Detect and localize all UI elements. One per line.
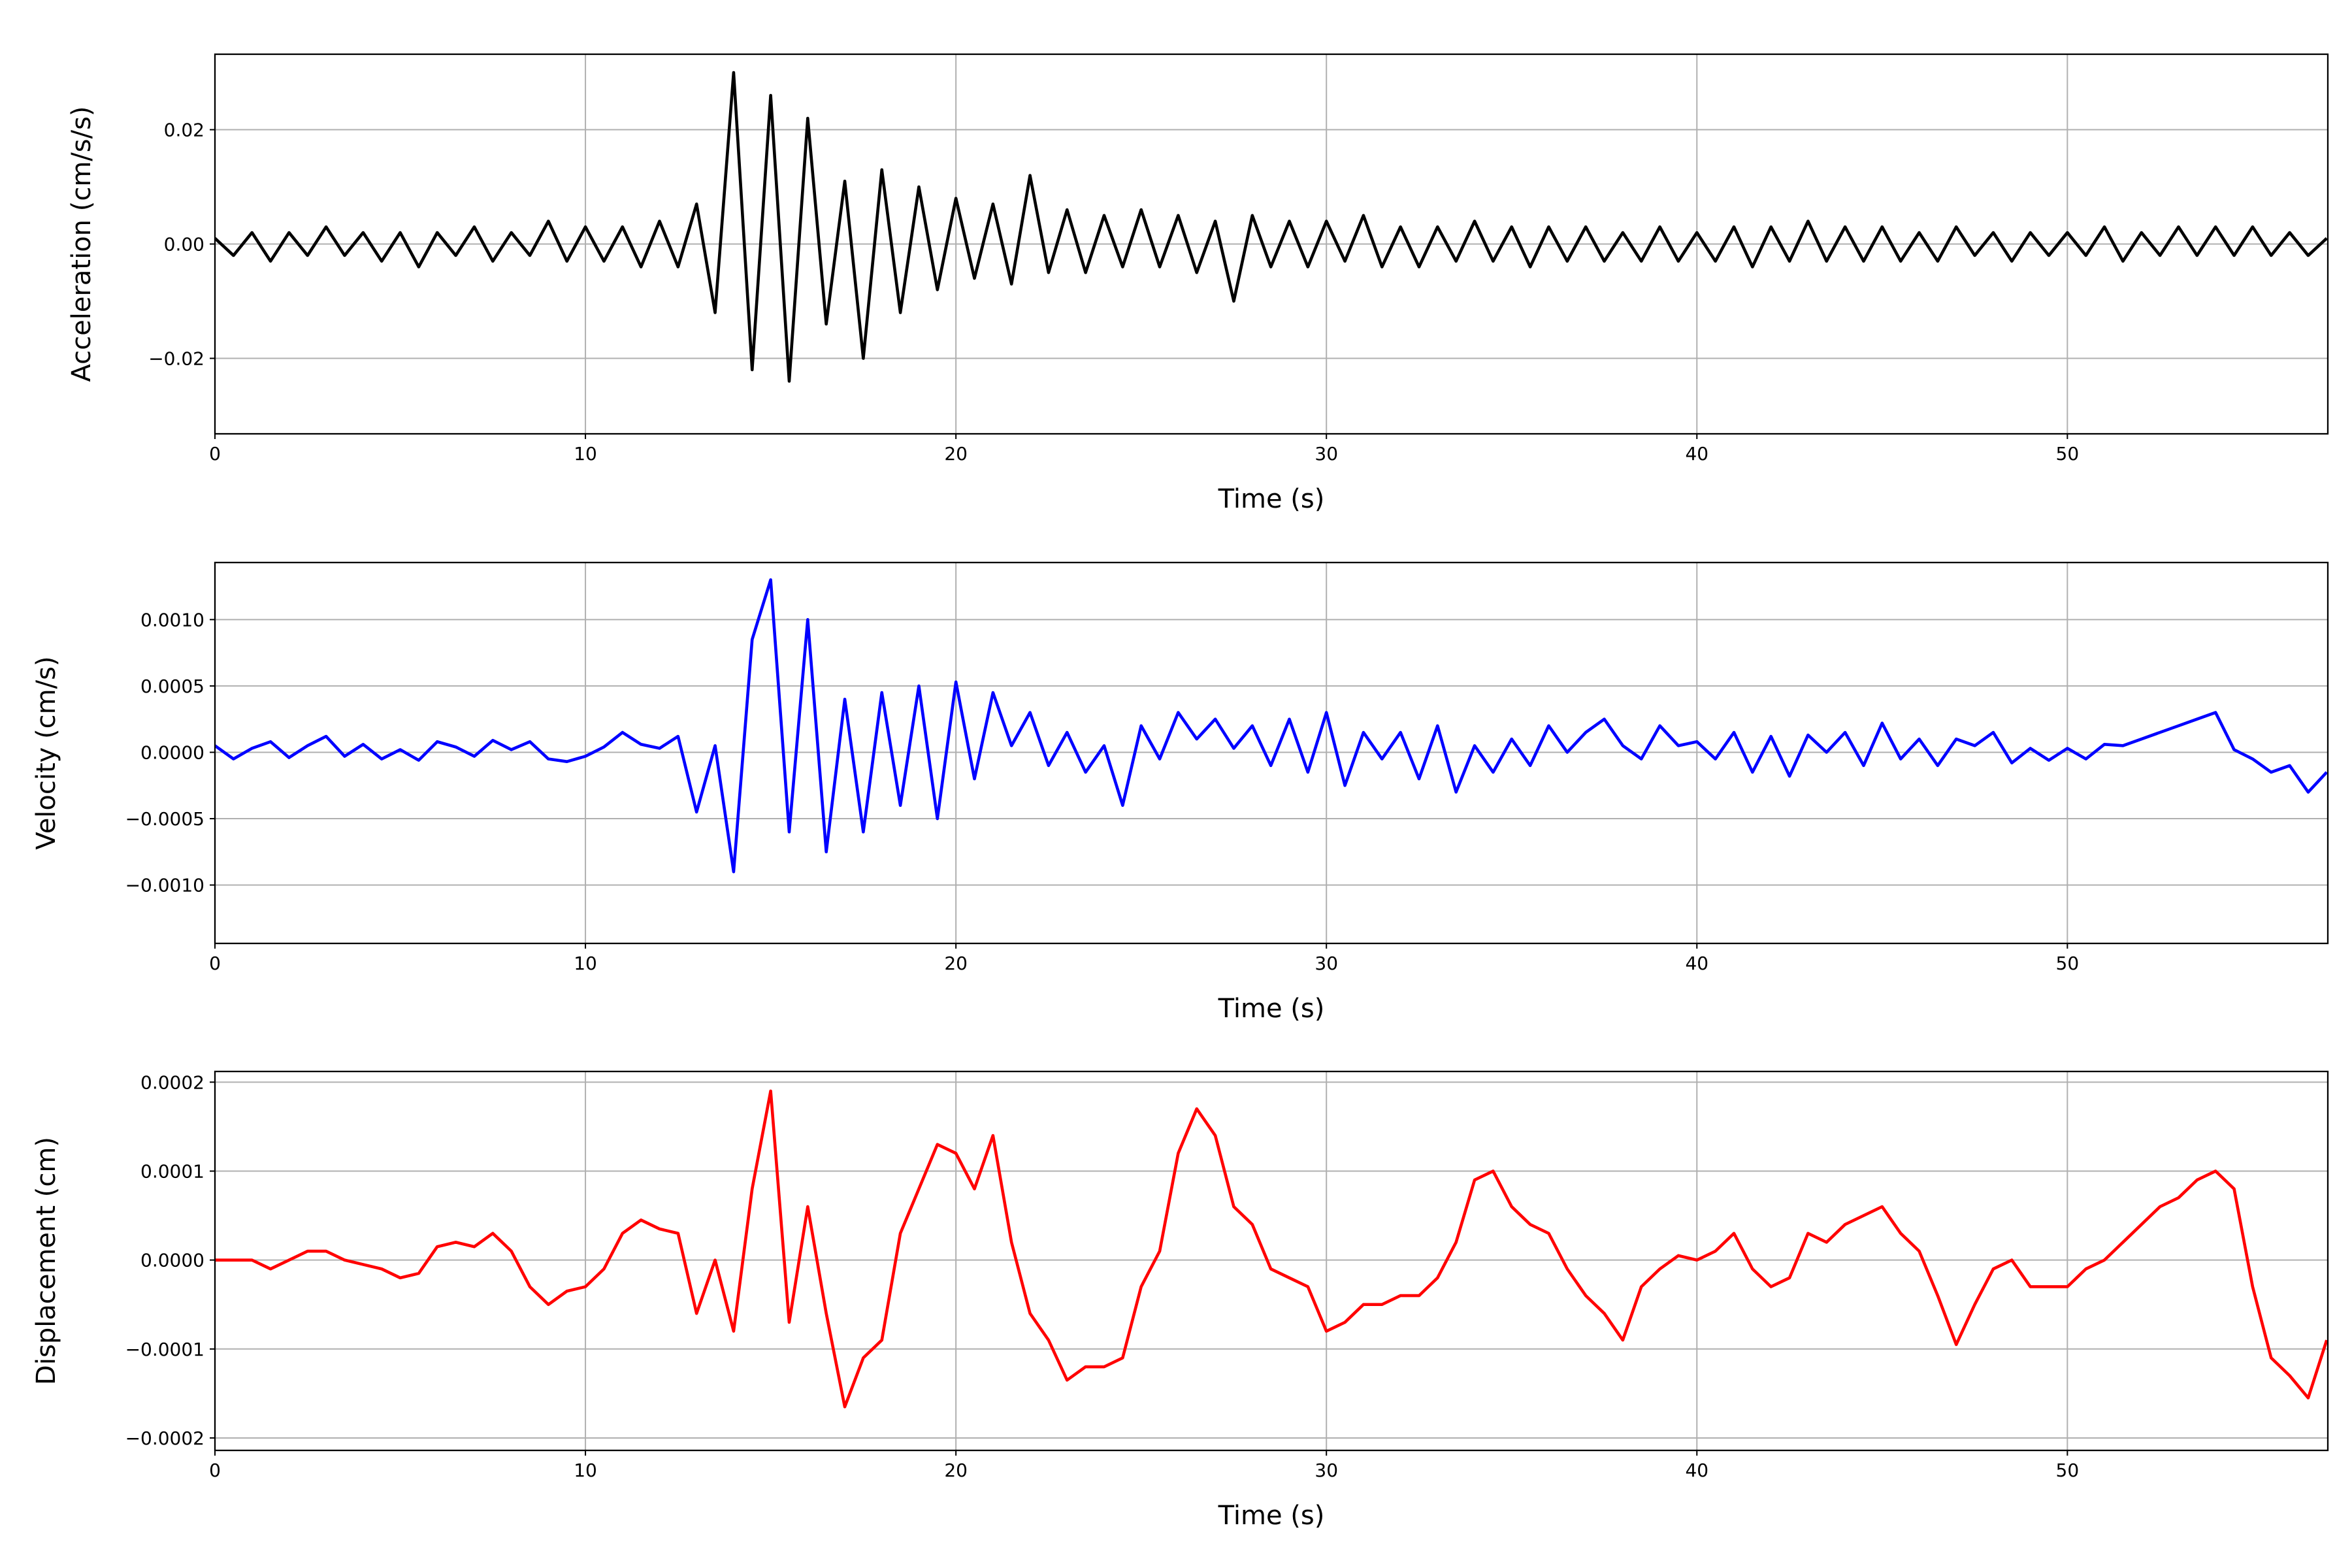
x-tick-label: 0 [209, 953, 221, 974]
y-tick-label: −0.0010 [125, 875, 204, 896]
x-tick-label: 10 [574, 443, 597, 465]
y-tick-label: −0.0002 [125, 1428, 204, 1449]
x-tick-label: 40 [1685, 1460, 1708, 1481]
y-tick-label: 0.0010 [140, 609, 204, 630]
axes-frame [214, 53, 2329, 435]
y-tick-label: 0.0000 [140, 1250, 204, 1271]
y-tick-label: −0.0001 [125, 1339, 204, 1360]
x-tick-label: 20 [944, 1460, 968, 1481]
x-tick-label: 40 [1685, 953, 1708, 974]
x-tick-label: 0 [209, 1460, 221, 1481]
x-axis-label: Time (s) [1218, 1501, 1325, 1531]
x-tick-label: 10 [574, 1460, 597, 1481]
y-tick-label: 0.0001 [140, 1160, 204, 1182]
axes-frame [214, 561, 2329, 945]
y-tick-label: 0.00 [164, 234, 204, 255]
data-line [215, 578, 2328, 874]
y-tick-label: 0.0005 [140, 676, 204, 697]
y-tick-label: −0.02 [148, 348, 204, 370]
x-tick-label: 0 [209, 443, 221, 465]
x-tick-label: 50 [2056, 443, 2080, 465]
y-tick-label: −0.0005 [125, 808, 204, 830]
y-axis-label: Velocity (cm/s) [31, 656, 61, 849]
y-tick-label: 0.02 [164, 120, 204, 141]
x-axis-label: Time (s) [1218, 994, 1325, 1024]
x-tick-label: 10 [574, 953, 597, 974]
x-tick-label: 30 [1315, 953, 1338, 974]
x-tick-label: 40 [1685, 443, 1708, 465]
x-tick-label: 20 [944, 953, 968, 974]
y-tick-label: 0.0002 [140, 1071, 204, 1093]
x-tick-label: 30 [1315, 1460, 1338, 1481]
y-axis-label: Acceleration (cm/s/s) [67, 106, 97, 382]
y-axis-label: Displacement (cm) [31, 1137, 61, 1385]
x-tick-label: 50 [2056, 953, 2080, 974]
x-tick-label: 20 [944, 443, 968, 465]
x-tick-label: 50 [2056, 1460, 2080, 1481]
y-tick-label: 0.0000 [140, 742, 204, 763]
x-axis-label: Time (s) [1218, 484, 1325, 514]
axes-frame [214, 1070, 2329, 1452]
x-tick-label: 30 [1315, 443, 1338, 465]
data-line [215, 1089, 2328, 1409]
data-line [215, 71, 2328, 383]
